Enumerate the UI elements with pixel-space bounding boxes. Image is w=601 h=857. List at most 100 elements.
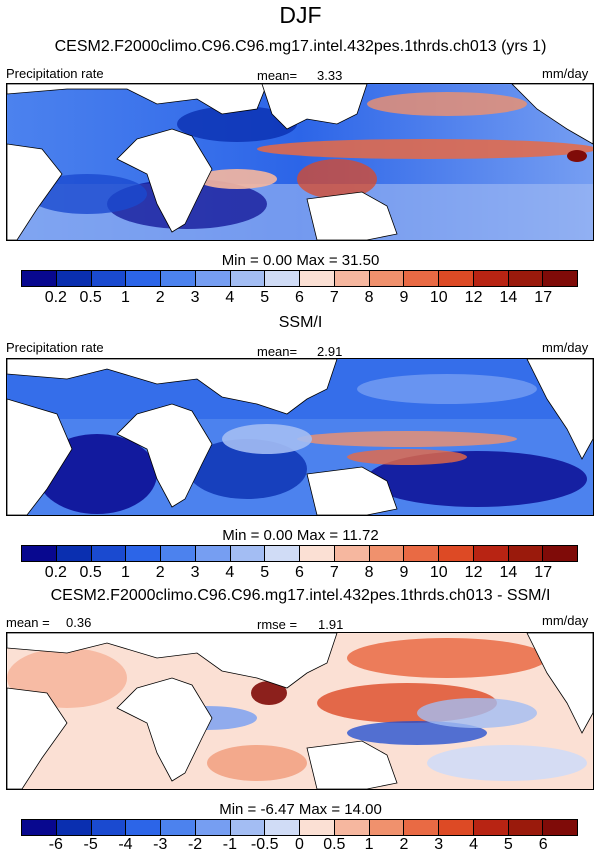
panel1-colorbar-bin (195, 271, 231, 286)
colorbar-tick: 1 (120, 289, 130, 306)
panel2-colorbar-bin (404, 546, 439, 561)
panel3-units: mm/day (542, 613, 589, 628)
panel3-colorbar-bin (265, 820, 300, 835)
panel3-colorbar-bin (230, 820, 266, 835)
colorbar-tick: 8 (364, 564, 374, 581)
south-america-landmass (7, 687, 68, 789)
panel3-colorbar-bin (439, 820, 474, 835)
panel3-colorbar-bin (161, 820, 196, 835)
panel1-colorbar-bin (439, 271, 474, 286)
panel1-colorbar-bin (22, 271, 57, 286)
panel2-map-svg (7, 359, 593, 515)
panel3-colorbar-bin (91, 820, 127, 835)
africa-landmass (116, 677, 213, 782)
australia-landmass (306, 191, 398, 240)
colorbar-tick: 9 (399, 289, 409, 306)
colorbar-tick: 10 (429, 564, 448, 581)
panel3-colorbar-bin (300, 820, 335, 835)
panel3-colorbar-bin (334, 820, 370, 835)
panel3-mean-value: 0.36 (66, 615, 92, 630)
panel3-map-svg (7, 633, 593, 789)
colorbar-tick: 6 (295, 564, 304, 581)
panel3-colorbar-bin (404, 820, 439, 835)
asia-landmass (261, 84, 368, 130)
eurasia-landmass (7, 84, 268, 115)
australia-landmass (306, 466, 398, 515)
colorbar-tick: 4 (225, 289, 235, 306)
panel3-colorbar-ticks: -6 -5 -4 -3 -2 -1 -0.5 0 0.5 1 2 3 4 5 6 (21, 836, 578, 856)
panel1-mean-label: mean= (257, 68, 298, 83)
north-america-landmass (511, 84, 593, 145)
panel2-colorbar-bin (508, 546, 544, 561)
panel2-mean-label: mean= (257, 344, 298, 359)
figure-title: DJF (279, 2, 322, 28)
panel2-variable-label: Precipitation rate (6, 340, 104, 355)
colorbar-tick: 10 (429, 289, 448, 306)
panel2-mean-value: 2.91 (317, 344, 343, 359)
panel2-colorbar-bin (473, 546, 509, 561)
colorbar-tick: 1 (120, 564, 130, 581)
panel1-colorbar-bin (161, 271, 196, 286)
colorbar-tick: 2 (399, 836, 409, 853)
panel1-colorbar-bin (230, 271, 266, 286)
colorbar-tick: -4 (118, 836, 133, 853)
colorbar-tick: 0 (295, 836, 304, 853)
panel1-variable-label: Precipitation rate (6, 66, 104, 81)
panel3-rmse-value: 1.91 (318, 617, 344, 632)
panel2-colorbar-bin (300, 546, 335, 561)
panel1-colorbar-bin (126, 271, 161, 286)
panel1-colorbar-bin (334, 271, 370, 286)
panel2-colorbar-bin (230, 546, 266, 561)
colorbar-tick: 2 (155, 289, 165, 306)
panel3-minmax: Min = -6.47 Max = 14.00 (219, 801, 382, 818)
panel1-colorbar-bin (404, 271, 439, 286)
panel3-mean-label: mean = (6, 615, 50, 630)
panel2-colorbar-bin (91, 546, 127, 561)
panel2-colorbar-bin (22, 546, 57, 561)
panel1-colorbar-bin (508, 271, 544, 286)
panel3-colorbar-bin (22, 820, 57, 835)
colorbar-tick: 17 (534, 564, 553, 581)
colorbar-tick: 1 (364, 836, 374, 853)
south-america-landmass (7, 398, 73, 515)
north-america-landmass (526, 359, 593, 460)
panel2-colorbar-bin (265, 546, 300, 561)
colorbar-tick: 14 (499, 564, 518, 581)
panel2-colorbar-bin (56, 546, 92, 561)
colorbar-tick: 4 (469, 836, 479, 853)
colorbar-tick: 3 (190, 564, 200, 581)
colorbar-tick: 5 (260, 289, 270, 306)
panel2-units: mm/day (542, 340, 589, 355)
panel3-colorbar-bin (473, 820, 509, 835)
colorbar-tick: 0.2 (44, 564, 67, 581)
panel3-colorbar-bin (543, 820, 577, 835)
colorbar-tick: 3 (190, 289, 200, 306)
panel1-colorbar-bin (91, 271, 127, 286)
colorbar-tick: 5 (503, 836, 513, 853)
panel3-colorbar-bin (56, 820, 92, 835)
panel3-colorbar-bin (195, 820, 231, 835)
panel1-subtitle: CESM2.F2000climo.C96.C96.mg17.intel.432p… (54, 38, 547, 55)
panel2-colorbar (21, 545, 578, 562)
colorbar-tick: 5 (260, 564, 270, 581)
panel1-colorbar-bin (265, 271, 300, 286)
colorbar-tick: 12 (464, 564, 483, 581)
panel1-map (6, 83, 594, 241)
colorbar-tick: 0.5 (79, 289, 102, 306)
colorbar-tick: 12 (464, 289, 483, 306)
panel1-colorbar-bin (543, 271, 577, 286)
colorbar-tick: -5 (83, 836, 98, 853)
panel1-map-svg (7, 84, 593, 240)
panel1-minmax: Min = 0.00 Max = 31.50 (221, 252, 380, 269)
panel1-colorbar-bin (473, 271, 509, 286)
panel3-colorbar (21, 819, 578, 836)
colorbar-tick: 17 (534, 289, 553, 306)
africa-landmass (116, 403, 213, 508)
panel3-colorbar-bin (369, 820, 405, 835)
colorbar-tick: 8 (364, 289, 374, 306)
panel2-colorbar-bin (369, 546, 405, 561)
colorbar-tick: -0.5 (250, 836, 279, 853)
colorbar-tick: -6 (48, 836, 63, 853)
colorbar-tick: 3 (434, 836, 444, 853)
colorbar-tick: 0.2 (44, 289, 67, 306)
